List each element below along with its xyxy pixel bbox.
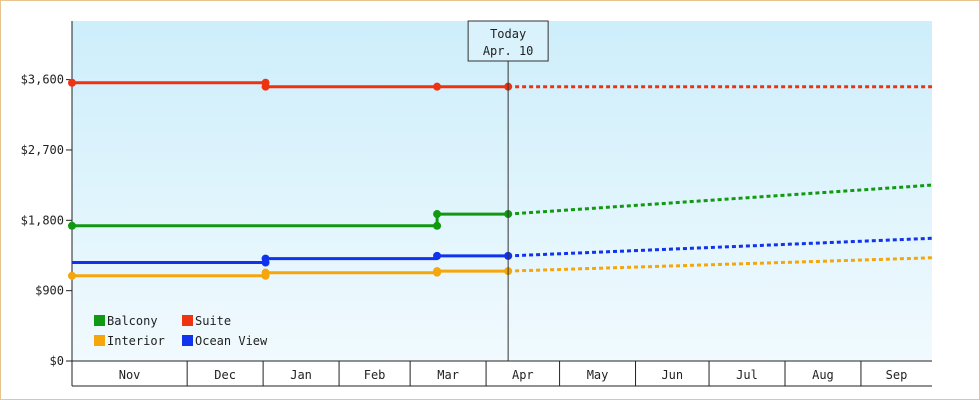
legend-label: Interior — [107, 334, 165, 348]
series-point — [433, 221, 442, 230]
series-point — [433, 267, 442, 276]
today-label: Today — [490, 27, 526, 41]
series-point — [68, 221, 76, 230]
series-forecast-line — [508, 236, 933, 258]
series-line — [72, 212, 509, 228]
month-label: Aug — [812, 368, 834, 382]
y-tick-label: $2,700 — [21, 143, 64, 157]
month-label: Sep — [886, 368, 908, 382]
month-label: Jan — [290, 368, 312, 382]
today-box — [467, 20, 549, 62]
series-point — [261, 82, 270, 91]
month-label: Feb — [364, 368, 386, 382]
legend-swatch — [94, 335, 105, 346]
legend-swatch — [182, 315, 193, 326]
legend-label: Suite — [195, 314, 231, 328]
y-tick-label: $0 — [50, 354, 64, 368]
series-point — [68, 78, 76, 87]
y-tick-label: $1,800 — [21, 213, 64, 227]
legend-swatch — [94, 315, 105, 326]
plot-background — [72, 21, 932, 361]
month-label: Nov — [119, 368, 141, 382]
series-point — [261, 268, 270, 277]
series-point — [261, 254, 270, 263]
series-point — [433, 210, 442, 219]
legend-swatch — [182, 335, 193, 346]
month-label: Jun — [661, 368, 683, 382]
series-point — [433, 82, 442, 91]
month-label: Apr — [512, 368, 534, 382]
month-label: May — [587, 368, 609, 382]
legend-label: Balcony — [107, 314, 158, 328]
series-line — [72, 269, 509, 278]
series-point — [433, 251, 442, 260]
legend-label: Ocean View — [195, 334, 268, 348]
y-tick-label: $3,600 — [21, 73, 64, 87]
series-forecast-line — [507, 183, 933, 216]
today-date: Apr. 10 — [483, 44, 534, 58]
month-label: Mar — [437, 368, 459, 382]
series-forecast-line — [508, 256, 933, 273]
y-tick-label: $900 — [35, 284, 64, 298]
series-line — [72, 254, 509, 264]
series-point — [68, 271, 76, 280]
month-label: Jul — [736, 368, 758, 382]
month-label: Dec — [214, 368, 236, 382]
